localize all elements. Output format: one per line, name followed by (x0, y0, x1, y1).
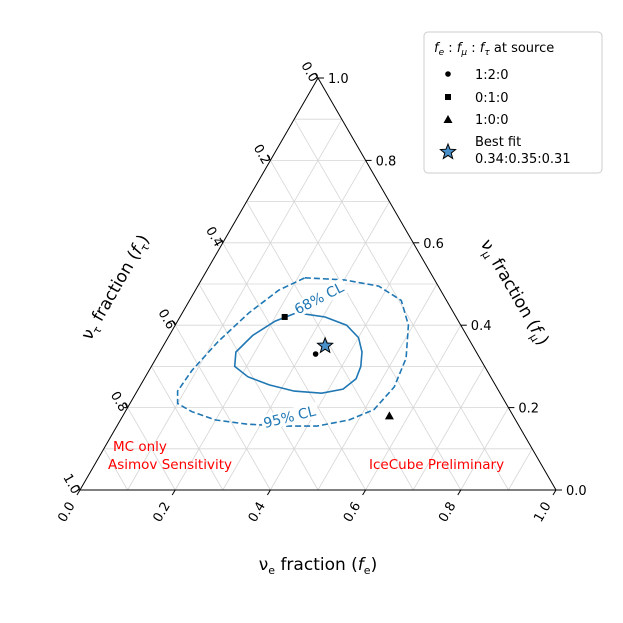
left-tick (219, 237, 224, 244)
ternary-grid (103, 118, 533, 491)
bottom-tick (266, 489, 271, 496)
legend-title: fe : fμ : fτ at source (434, 41, 554, 58)
grid-line-fe (222, 201, 390, 491)
annotation-icecube: IceCube Preliminary (369, 457, 504, 473)
point-1-0-0 (384, 411, 394, 420)
right-tick-label: 0.4 (471, 319, 492, 334)
legend: fe : fμ : fτ at source 1:2:0 0:1:0 1:0:0… (423, 31, 603, 174)
tick-marks (76, 72, 562, 496)
grid-line-ftau (127, 407, 176, 491)
legend-triangle-marker (443, 115, 453, 123)
legend-label-bestfit: Best fit (475, 135, 521, 150)
contour-label-68: 68% CL (292, 280, 347, 318)
grid-line-fe (412, 366, 485, 491)
legend-label-circle: 1:2:0 (475, 68, 509, 83)
right-tick-label: 1.0 (328, 72, 349, 87)
bottom-tick (362, 489, 367, 496)
point-0-1-0 (281, 313, 288, 320)
left-tick (314, 72, 319, 79)
left-tick-label: 0.8 (107, 389, 130, 414)
left-tick (266, 155, 271, 161)
left-tick-label: 0.0 (297, 60, 320, 85)
grid-line-ftau (151, 366, 224, 491)
bottom-tick (76, 489, 81, 496)
left-axis-title: ντ fraction (fτ) (77, 231, 155, 344)
left-tick-label: 0.6 (155, 307, 178, 332)
right-tick-label: 0.2 (518, 402, 539, 417)
grid-line-ftau (198, 283, 319, 491)
left-tick-label: 0.2 (250, 142, 273, 167)
left-tick (124, 402, 129, 408)
source-points (281, 313, 394, 420)
bottom-tick-label: 1.0 (531, 500, 554, 525)
contour-68-cl (233, 312, 363, 395)
annotation-mc-only: MC only (113, 439, 167, 455)
grid-line-fe (317, 283, 438, 491)
contour-label-68-bg (289, 277, 349, 319)
grid-line-ftau (293, 118, 509, 491)
bottom-tick-label: 0.0 (55, 500, 78, 525)
bottom-tick-label: 0.8 (436, 500, 459, 525)
left-tick (76, 484, 81, 491)
bottom-tick-label: 0.2 (151, 500, 174, 525)
ternary-frame (79, 77, 557, 491)
left-tick-label: 0.4 (202, 224, 225, 249)
bottom-tick (171, 489, 176, 496)
grid-line-fe (508, 448, 533, 491)
left-tick-label: 1.0 (59, 472, 82, 497)
grid-line-ftau (103, 448, 128, 491)
grid-line-fe (460, 407, 509, 491)
bottom-axis-title: νe fraction (fe) (259, 555, 377, 577)
legend-label-triangle: 1:0:0 (475, 113, 509, 128)
contour-label-95-bg (259, 401, 320, 432)
bottom-tick-label: 0.4 (246, 500, 269, 525)
legend-square-marker (445, 94, 451, 100)
legend-star-marker (439, 142, 457, 160)
grid-line-fe (365, 324, 462, 491)
bottom-tick (457, 489, 462, 496)
legend-label-square: 0:1:0 (475, 91, 509, 106)
legend-label-bestfit-values: 0.34:0.35:0.31 (475, 152, 571, 167)
right-tick-label: 0.6 (423, 237, 444, 252)
bottom-tick-label: 0.6 (341, 500, 364, 525)
point-1-2-0 (312, 351, 319, 357)
annotation-asimov: Asimov Sensitivity (108, 457, 232, 473)
left-tick (171, 319, 176, 326)
right-tick-label: 0.8 (376, 154, 397, 169)
legend-circle-marker (445, 71, 451, 77)
bottom-tick (552, 489, 557, 496)
grid-line-ftau (174, 324, 271, 491)
right-tick-label: 0.0 (566, 484, 587, 499)
contour-95-cl (176, 277, 410, 427)
legend-box (423, 31, 603, 174)
grid-line-fe (127, 118, 343, 491)
point-best-fit (316, 336, 334, 354)
